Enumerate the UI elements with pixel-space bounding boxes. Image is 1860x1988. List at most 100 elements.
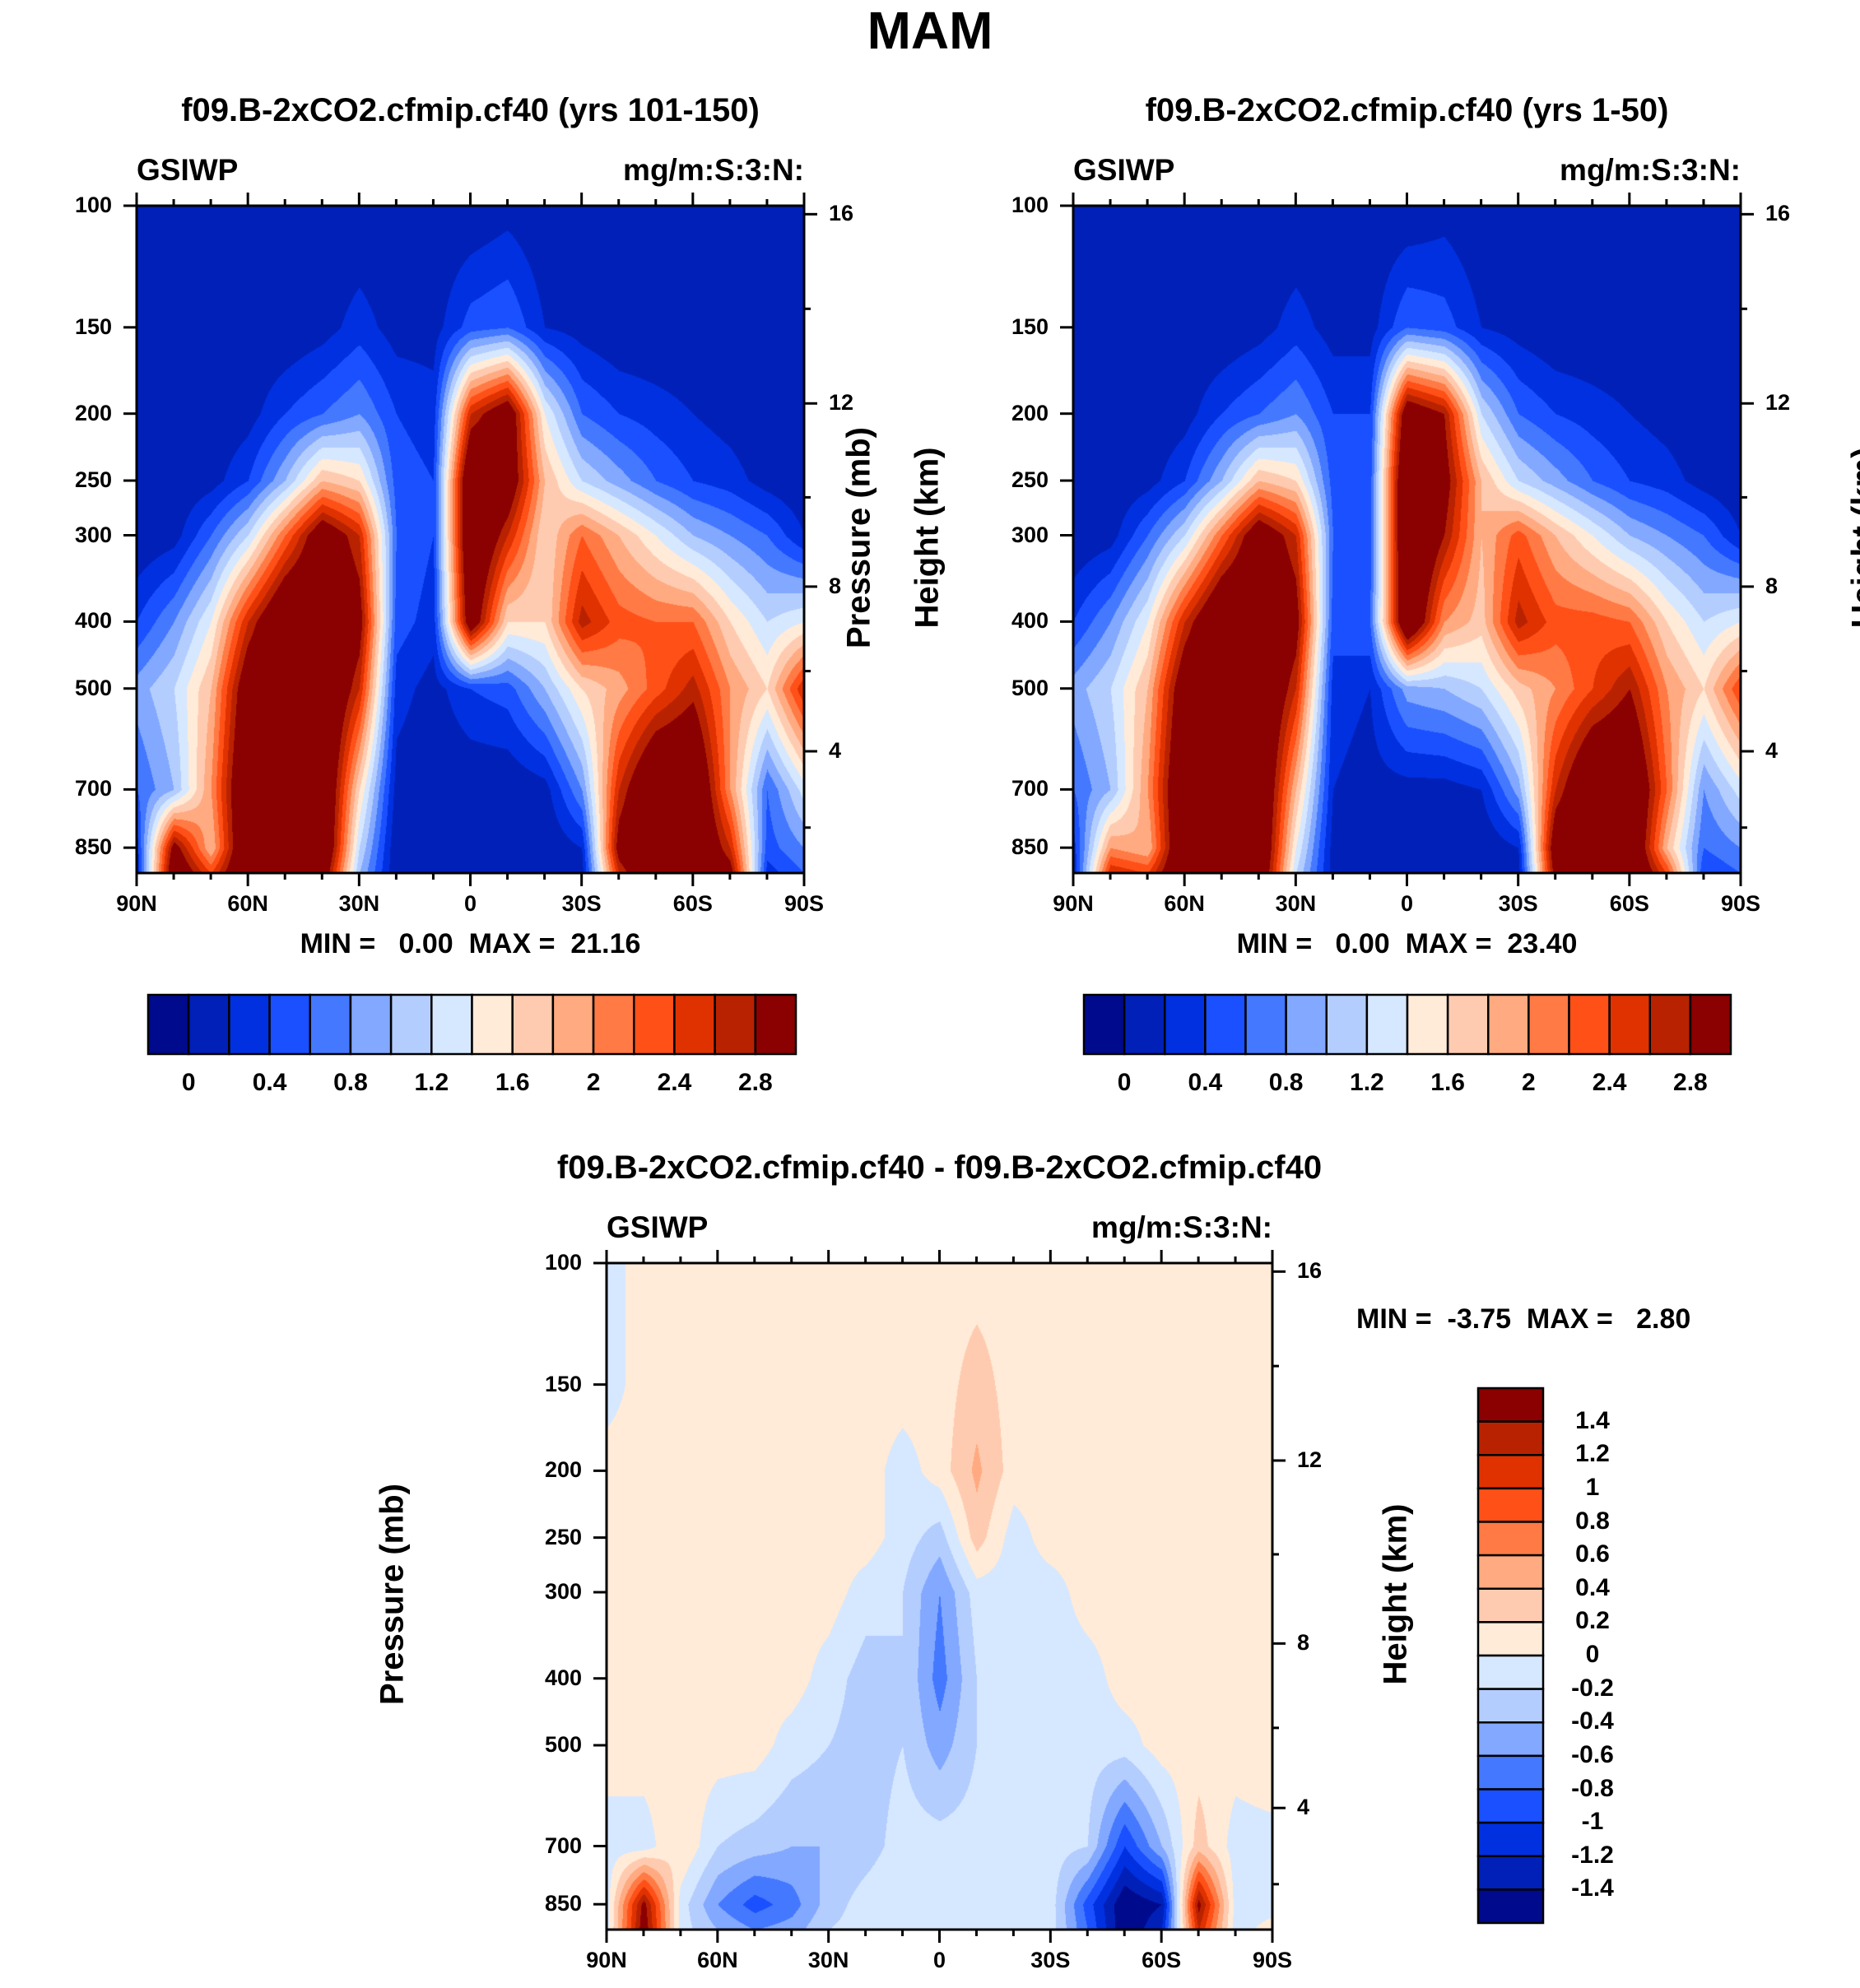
pressure-tick-label: 100 [74,193,112,217]
height-tick-label: 16 [1765,201,1791,226]
x-tick-label: 90S [1720,891,1761,916]
pressure-tick-label: 250 [1011,467,1049,493]
pressure-tick-label: 700 [74,776,112,801]
variable-label: GSIWP [1073,153,1175,187]
colorbar-box [1476,1721,1545,1758]
colorbar-box [1476,1788,1545,1824]
colorbar-label: 2 [1522,1069,1536,1096]
pressure-tick-label: 100 [544,1250,582,1275]
colorbar-box [1476,1855,1545,1891]
pressure-tick-label: 200 [544,1457,582,1483]
colorbar-label: 0.6 [1575,1540,1610,1568]
colorbar-box [1689,993,1732,1056]
colorbar-label: 0 [1585,1641,1600,1668]
colorbar-label: -0.8 [1571,1774,1614,1802]
x-tick-label: 60N [697,1948,738,1972]
x-tick-label: 0 [463,891,477,916]
plot-frame [605,1261,1274,1931]
x-tick-label: 30S [561,891,602,916]
pressure-tick-label: 150 [544,1371,582,1396]
colorbar-label: -0.4 [1571,1707,1614,1735]
colorbar-label: 1.4 [1575,1406,1610,1434]
colorbar-label: 0.4 [1188,1069,1223,1096]
pressure-tick-label: 400 [544,1665,582,1690]
colorbar-box [1476,1654,1545,1690]
colorbar-box [1476,1688,1545,1724]
height-tick-label: 8 [1765,573,1779,598]
pressure-tick-label: 500 [544,1732,582,1757]
x-tick-label: 90S [784,891,825,916]
x-tick-label: 60S [1142,1948,1182,1972]
colorbar-label: 0.2 [1575,1607,1610,1635]
pressure-tick-label: 400 [74,608,112,634]
units-label: mg/m:S:3:N: [1091,1210,1272,1244]
pressure-tick-label: 100 [1011,193,1049,217]
panel-title: f09.B-2xCO2.cfmip.cf40 - f09.B-2xCO2.cfm… [556,1150,1323,1186]
colorbar-box [1476,1487,1545,1523]
colorbar-label: 1.2 [1575,1440,1610,1468]
colorbar-box [1476,1587,1545,1623]
colorbar-box [714,993,757,1056]
pressure-tick-label: 300 [544,1579,582,1604]
colorbar-box [1476,1454,1545,1490]
min-max-label: MIN = 0.00 MAX = 23.40 [1236,928,1578,959]
x-tick-label: 90N [1053,891,1094,916]
colorbar-box [1476,1420,1545,1456]
colorbar-box [268,993,311,1056]
units-label: mg/m:S:3:N: [623,153,804,187]
panel-title: f09.B-2xCO2.cfmip.cf40 (yrs 1-50) [1145,92,1669,128]
height-axis-title: Height (km) [1377,1503,1414,1685]
height-tick-label: 4 [1297,1795,1310,1820]
colorbar-box [1365,993,1409,1056]
pressure-tick-label: 500 [74,675,112,700]
colorbar-label: 2.4 [657,1069,692,1096]
colorbar-label: 0 [1117,1069,1132,1096]
pressure-tick-label: 850 [544,1891,582,1916]
x-tick-label: 60S [1609,891,1649,916]
colorbar-box [1285,993,1328,1056]
colorbar-box [1123,993,1166,1056]
colorbar-box [1476,1888,1545,1925]
colorbar-box [1476,1621,1545,1657]
colorbar-label: 0.4 [252,1069,287,1096]
colorbar-label: 1.6 [495,1069,530,1096]
colorbar-label: 0 [181,1069,196,1096]
colorbar-box [551,993,595,1056]
height-tick-label: 16 [1297,1258,1323,1284]
pressure-tick-label: 500 [1011,675,1049,700]
colorbar-label: 2 [586,1069,601,1096]
contour-field [137,206,804,873]
colorbar-box [1476,1521,1545,1557]
x-tick-label: 30S [1498,891,1538,916]
colorbar-box [146,993,190,1056]
x-tick-label: 60S [672,891,713,916]
colorbar-label: -0.2 [1571,1674,1614,1702]
pressure-axis-title: Pressure (mb) [374,1484,411,1705]
variable-label: GSIWP [137,153,239,187]
colorbar-box [673,993,716,1056]
units-label: mg/m:S:3:N: [1560,153,1741,187]
height-tick-label: 8 [829,573,842,598]
colorbar-box [1476,1754,1545,1791]
min-max-label: MIN = -3.75 MAX = 2.80 [1356,1303,1691,1335]
panel-title: f09.B-2xCO2.cfmip.cf40 (yrs 101-150) [181,92,760,128]
x-tick-label: 30S [1030,1948,1071,1972]
pressure-tick-label: 850 [74,834,112,860]
colorbar-box [1476,1821,1545,1857]
x-tick-label: 30N [1275,891,1317,916]
x-tick-label: 90S [1252,1948,1293,1972]
pressure-tick-label: 250 [74,467,112,493]
x-tick-label: 30N [338,891,380,916]
pressure-tick-label: 700 [544,1832,582,1858]
pressure-tick-label: 850 [1011,834,1049,860]
variable-label: GSIWP [607,1210,709,1244]
colorbar-label: 0.8 [1268,1069,1304,1096]
colorbar-box [1476,1554,1545,1590]
colorbar-box [511,993,555,1056]
min-max-label: MIN = 0.00 MAX = 21.16 [300,928,641,959]
x-tick-label: 90N [116,891,157,916]
main-title: MAM [867,1,993,60]
pressure-tick-label: 400 [1011,608,1049,634]
